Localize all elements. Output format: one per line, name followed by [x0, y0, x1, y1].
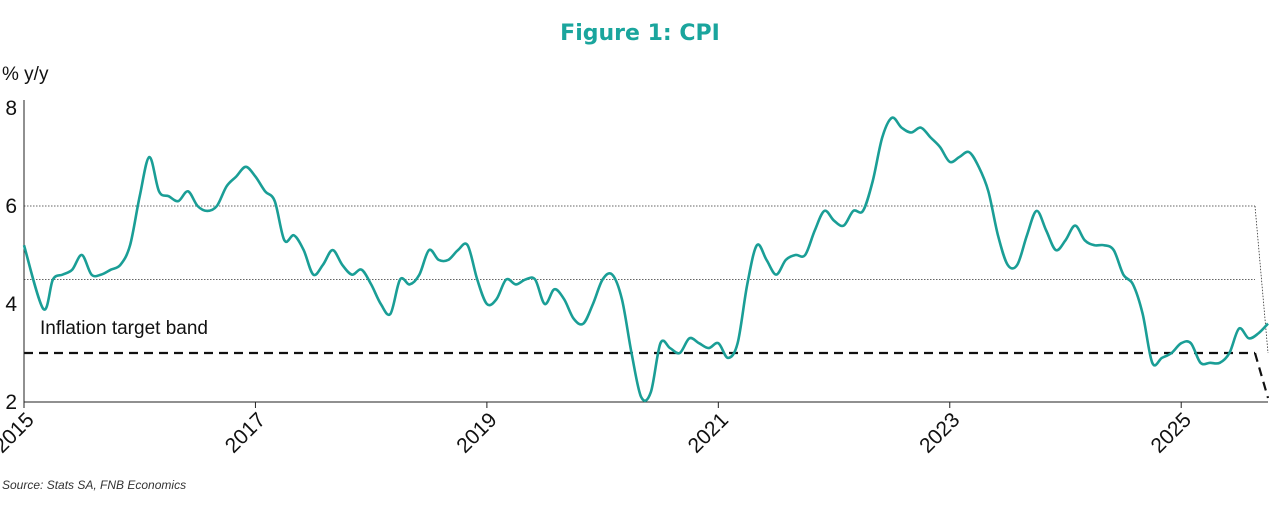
y-tick-label: 2: [5, 391, 17, 414]
x-tick-label: 2021: [684, 408, 733, 457]
y-axis-label: % y/y: [2, 64, 49, 85]
x-tick-labels: 2015 2017 2019 2021 2023 2025: [0, 402, 1196, 458]
target-band-upper-drop: [1254, 205, 1269, 354]
source-note: Source: Stats SA, FNB Economics: [2, 478, 186, 492]
y-tick-label: 6: [5, 195, 17, 218]
axes: [23, 100, 1268, 404]
y-tick-label: 4: [5, 293, 17, 316]
x-tick-label: 2019: [452, 408, 501, 457]
target-band-annotation: Inflation target band: [40, 318, 208, 339]
x-tick-label: 2015: [0, 408, 39, 457]
x-tick-label: 2023: [915, 408, 964, 457]
target-band-lower-drop: [1253, 352, 1270, 399]
chart-title: Figure 1: CPI: [560, 21, 720, 46]
y-tick-labels: 2 4 6 8: [5, 97, 17, 414]
target-band-lines: [24, 205, 1270, 399]
series-group: [22, 116, 1269, 403]
y-tick-label: 8: [5, 97, 17, 120]
cpi-series-line: [22, 116, 1269, 403]
x-tick-label: 2025: [1147, 408, 1196, 457]
x-tick-label: 2017: [221, 408, 270, 457]
